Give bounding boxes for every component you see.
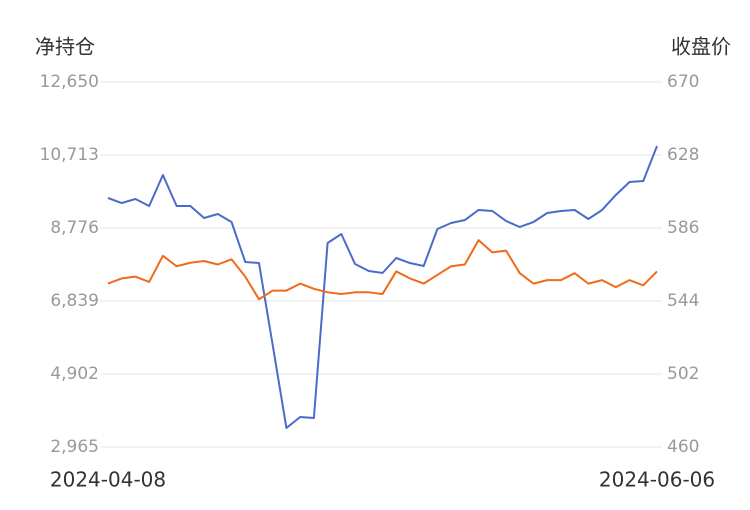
y-tick-label: 2,965 [50, 437, 99, 457]
y-tick-label: 12,650 [40, 72, 99, 92]
y2-tick-label: 670 [667, 72, 699, 92]
y2-tick-label: 586 [667, 218, 699, 238]
y-tick-label: 4,902 [50, 364, 99, 384]
y2-tick-label: 628 [667, 145, 699, 165]
y-tick-label: 6,839 [50, 291, 99, 311]
x-tick-label: 2024-06-06 [599, 468, 715, 492]
series-line [107, 239, 658, 301]
y-tick-label: 10,713 [40, 145, 99, 165]
y-axis-title: 净持仓 [35, 35, 95, 59]
series-line [107, 145, 658, 430]
y2-tick-label: 544 [667, 291, 699, 311]
y2-tick-label: 460 [667, 437, 699, 457]
y2-axis-title: 收盘价 [671, 35, 731, 59]
y-tick-label: 8,776 [50, 218, 99, 238]
y2-tick-label: 502 [667, 364, 699, 384]
x-tick-label: 2024-04-08 [50, 468, 166, 492]
